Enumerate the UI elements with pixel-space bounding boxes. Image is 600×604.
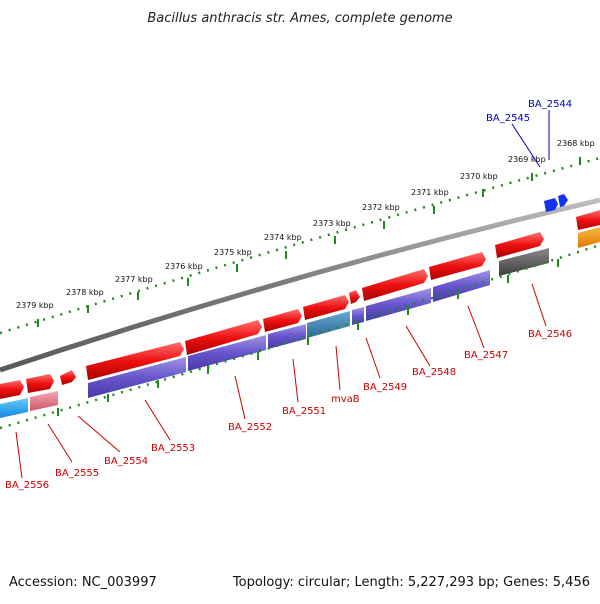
gene-label[interactable]: BA_2553 <box>151 443 195 454</box>
leader-ba-2553 <box>144 399 171 441</box>
inner-ruler-ticks <box>57 259 559 416</box>
gene-arrow[interactable] <box>495 232 544 258</box>
cds-block[interactable] <box>499 248 549 276</box>
leader-ba-2547 <box>467 305 485 349</box>
leader-ba-2556 <box>15 431 23 479</box>
ruler-tick-label: 2373 kbp <box>313 219 351 228</box>
gene-label[interactable]: mvaB <box>331 394 360 405</box>
gene-label[interactable]: BA_2545 <box>486 113 530 124</box>
gene-label[interactable]: BA_2547 <box>464 350 508 361</box>
leader-ba-2545 <box>511 123 541 168</box>
cds-block[interactable] <box>268 324 306 349</box>
cds-block[interactable] <box>366 288 431 321</box>
accession-text: Accession: NC_003997 <box>9 575 157 590</box>
gene-arrow[interactable] <box>26 374 54 393</box>
ruler-tick-label: 2377 kbp <box>115 275 153 284</box>
gene-arrow[interactable] <box>0 380 24 399</box>
forward-strand-genes <box>0 210 600 399</box>
ruler-tick-label: 2376 kbp <box>165 262 203 271</box>
gene-arrow[interactable] <box>60 370 76 385</box>
ruler-tick-label: 2369 kbp <box>508 155 546 164</box>
gene-arrow[interactable] <box>86 342 184 380</box>
leader-ba-2554 <box>77 415 121 453</box>
topology-text: Topology: circular; Length: 5,227,293 bp… <box>232 575 590 590</box>
leader-ba-2551 <box>292 358 299 403</box>
gene-arrow[interactable] <box>263 309 302 332</box>
ruler-tick-label: 2378 kbp <box>66 288 104 297</box>
ruler-tick-label: 2368 kbp <box>557 139 595 148</box>
gene-arrow[interactable] <box>185 320 262 355</box>
cds-block[interactable] <box>0 398 28 418</box>
ruler-tick-label: 2371 kbp <box>411 188 449 197</box>
cds-block[interactable] <box>188 335 266 371</box>
ruler-tick-label: 2375 kbp <box>214 248 252 257</box>
cds-block[interactable] <box>30 391 58 411</box>
gene-label[interactable]: BA_2554 <box>104 456 148 467</box>
ruler-tick-label: 2372 kbp <box>362 203 400 212</box>
gene-label[interactable]: BA_2551 <box>282 406 326 417</box>
ruler-tick-label: 2374 kbp <box>264 233 302 242</box>
cds-block[interactable] <box>88 357 186 398</box>
gene-arrow-ba-2544[interactable] <box>558 194 568 207</box>
leader-mvab <box>335 345 341 391</box>
ruler: 2379 kbp 2378 kbp 2377 kbp 2376 kbp 2375… <box>16 139 595 327</box>
cds-block[interactable] <box>578 227 600 248</box>
leader-ba-2555 <box>47 423 73 463</box>
gene-label[interactable]: BA_2555 <box>55 468 99 479</box>
map-title: Bacillus anthracis str. Ames, complete g… <box>147 11 452 26</box>
gene-label[interactable]: BA_2544 <box>528 99 572 110</box>
gene-arrow[interactable] <box>303 295 349 320</box>
cds-row <box>0 227 600 418</box>
ruler-tick-label: 2379 kbp <box>16 301 54 310</box>
leader-ba-2548 <box>405 325 431 367</box>
gene-label[interactable]: BA_2552 <box>228 422 272 433</box>
leader-ba-2546 <box>531 283 547 327</box>
gene-arrow[interactable] <box>576 210 600 230</box>
blue-genes <box>544 194 568 212</box>
cds-block[interactable] <box>307 311 350 338</box>
gene-arrow[interactable] <box>429 252 486 280</box>
ruler-tick-label: 2370 kbp <box>460 172 498 181</box>
leader-ba-2549 <box>365 337 381 379</box>
gene-labels: BA_2556 BA_2555 BA_2554 BA_2553 BA_2552 … <box>5 99 572 491</box>
gene-arrow-ba-2545[interactable] <box>544 198 558 212</box>
gene-label[interactable]: BA_2546 <box>528 329 572 340</box>
genome-backbone <box>0 197 600 373</box>
label-leaders <box>15 110 550 479</box>
gene-arrow[interactable] <box>362 269 428 301</box>
gene-arrow[interactable] <box>349 290 360 304</box>
gene-label[interactable]: BA_2556 <box>5 480 49 491</box>
cds-block[interactable] <box>433 270 490 302</box>
cds-block[interactable] <box>352 307 364 325</box>
leader-ba-2552 <box>234 375 246 420</box>
gene-label[interactable]: BA_2548 <box>412 367 456 378</box>
gene-label[interactable]: BA_2549 <box>363 382 407 393</box>
